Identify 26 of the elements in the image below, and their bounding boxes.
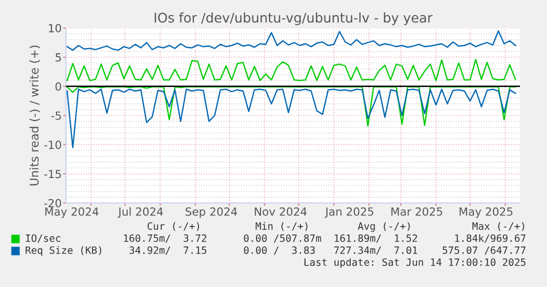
chart-title: IOs for /dev/ubuntu-vg/ubuntu-lv - by year: [154, 12, 433, 26]
text: Last update: Sat Jun 14 17:00:10 2025: [304, 258, 526, 268]
text: Cur (-/+) Min (-/+) Avg (-/+) Max (-/+): [148, 222, 524, 232]
text: 34.92m/ 7.15 0.00 / 3.83 727.34m/ 7.01 575.07 /647.77: [130, 246, 526, 255]
y-tick-label: -5: [51, 112, 61, 120]
legend-label: Req Size (KB): [26, 246, 102, 256]
y-axis-title: Units read (-) / write (+): [29, 46, 40, 186]
x-tick-label: Sep 2024: [186, 207, 238, 218]
line-series: [66, 88, 516, 148]
y-tick-label: -15: [44, 170, 61, 178]
text: 160.75m/ 3.72 0.00 /507.87m 161.89m/ 1.52 1.84k/969.67: [124, 234, 526, 243]
x-tick-label: May 2024: [45, 207, 98, 218]
y-tick-label: -20: [44, 198, 62, 208]
x-tick-label: May 2025: [460, 207, 512, 218]
y-tick-label: -10: [44, 140, 62, 150]
x-tick-label: Nov 2024: [254, 207, 307, 216]
line-series: [66, 30, 516, 51]
x-tick-label: Jan 2025: [324, 207, 374, 218]
y-tick-label: 10: [48, 24, 62, 32]
legend-label: IO/sec: [26, 234, 60, 243]
line-series: [66, 58, 516, 82]
y-tick-label: 5: [56, 53, 61, 62]
x-tick-label: Jul 2024: [118, 207, 163, 218]
line-series: [66, 86, 516, 127]
y-tick-label: 0: [55, 82, 62, 91]
x-tick-label: Mar 2025: [391, 207, 442, 216]
